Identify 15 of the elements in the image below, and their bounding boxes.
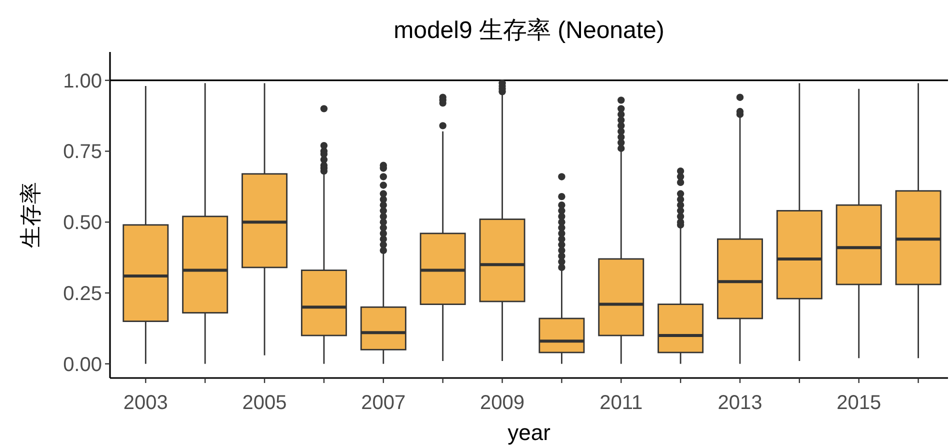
x-axis-title: year <box>508 420 550 445</box>
y-tick-label: 0.00 <box>63 354 102 376</box>
x-tick-label: 2007 <box>361 392 406 414</box>
x-tick-label: 2009 <box>480 392 525 414</box>
x-tick-label: 2013 <box>718 392 762 414</box>
x-tick-label: 2003 <box>123 392 168 414</box>
y-axis-title: 生存率 <box>18 182 43 248</box>
y-tick-label: 0.75 <box>63 141 102 164</box>
y-tick-label: 0.25 <box>63 282 102 305</box>
y-tick-label: 0.50 <box>63 212 102 234</box>
x-tick-label: 2015 <box>836 392 882 414</box>
x-tick-label: 2005 <box>242 392 287 414</box>
chart-title: model9 生存率 (Neonate) <box>394 17 664 44</box>
y-tick-label: 1.00 <box>63 70 102 92</box>
x-tick-label: 2011 <box>600 392 643 414</box>
